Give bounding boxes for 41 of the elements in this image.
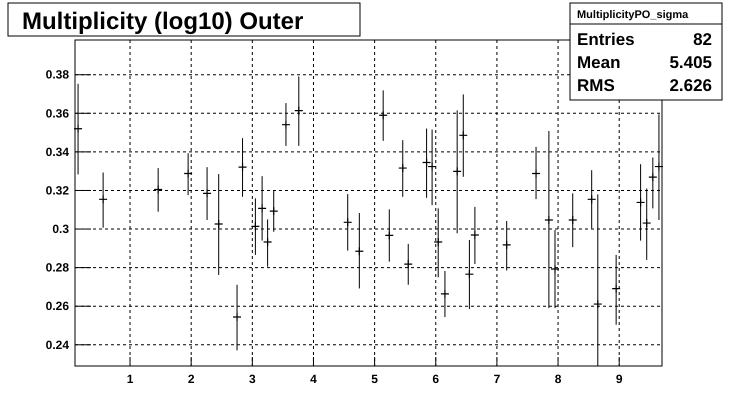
point [269, 206, 278, 216]
x-tick-label: 1 [126, 372, 134, 386]
point [214, 219, 224, 229]
point [648, 172, 658, 182]
chart-title: Multiplicity (log10) Outer [22, 8, 304, 35]
point [294, 106, 304, 116]
y-tick-label: 0.26 [46, 299, 70, 314]
point [452, 166, 462, 176]
point [404, 260, 413, 269]
point [343, 218, 352, 227]
y-tick-label: 0.24 [46, 338, 70, 352]
point [502, 240, 512, 250]
x-tick-label: 3 [248, 372, 256, 386]
y-tick-label: 0.34 [46, 144, 70, 159]
x-tick-label: 8 [554, 372, 562, 386]
x-tick-label: 5 [371, 372, 378, 386]
text: Mean 5.405 [577, 53, 712, 72]
y-tick-label: 0.3 [52, 222, 70, 236]
x-tick-label: 2 [188, 372, 195, 386]
text: Entries 82 [577, 30, 712, 49]
y-tick-label: 0.32 [46, 183, 70, 198]
point [378, 110, 388, 120]
y-tick-label: 0.36 [46, 106, 70, 120]
x-tick-label: 7 [494, 372, 501, 386]
point [458, 130, 468, 140]
point [568, 215, 578, 225]
point [354, 246, 364, 256]
y-tick-label: 0.38 [46, 68, 70, 82]
text: MultiplicityPO_sigma [577, 9, 690, 21]
point [587, 194, 596, 204]
x-tick-label: 9 [616, 372, 623, 386]
x-tick-label: 4 [310, 372, 318, 386]
point [642, 218, 652, 228]
y-tick-label: 0.28 [46, 260, 70, 275]
point [593, 299, 602, 309]
x-tick-label: 6 [432, 372, 440, 386]
point [434, 237, 443, 247]
point [398, 163, 408, 173]
point [384, 230, 394, 240]
point [154, 184, 163, 194]
text: RMS 2.626 [577, 76, 712, 95]
